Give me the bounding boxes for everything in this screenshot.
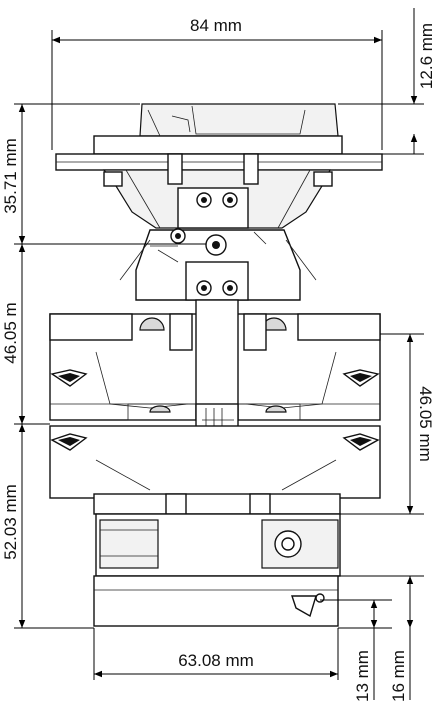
dim-bottom-right-a: 13 mm [353,650,372,702]
base-block [93,513,341,627]
dim-bottom-right-b: 16 mm [389,650,408,702]
mechanical-part [49,103,383,627]
dim-bottom-width: 63.08 mm [178,651,254,670]
lower-module [49,425,381,515]
dimension-labels: 84 mm 12.6 mm 35.71 mm 46.05 m 52.03 mm … [1,16,436,702]
dim-left-middle: 46.05 m [1,302,20,363]
dim-top-right-height: 12.6 mm [417,23,436,89]
center-pivot [119,228,317,301]
top-cap [55,103,383,171]
middle-module [49,299,381,421]
upper-body [102,153,333,229]
dim-top-width: 84 mm [190,16,242,35]
dim-left-upper: 35.71 mm [1,138,20,214]
dimension-lines [14,8,424,700]
dim-left-lower: 52.03 mm [1,484,20,560]
dim-right-middle: 46.05 mm [416,386,435,462]
